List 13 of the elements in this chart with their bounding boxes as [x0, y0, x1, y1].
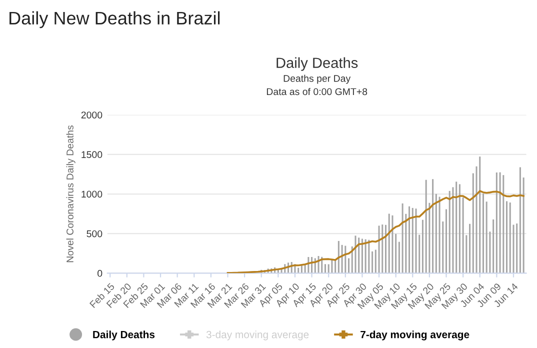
- chart-title: Daily New Deaths in Brazil: [10, 11, 220, 28]
- legend-label: 7-day moving average: [360, 330, 470, 340]
- text: Data as of 0:00 GMT+8: [266, 88, 368, 96]
- y-tick-label: 500: [86, 230, 102, 238]
- text: Deaths per Day: [284, 74, 351, 84]
- y-tick-label: 2000: [81, 112, 102, 118]
- line-series: [226, 190, 524, 274]
- y-tick-label: 1500: [82, 151, 102, 158]
- y-tick-label: 1000: [82, 190, 102, 198]
- legend-label: Daily Deaths: [93, 330, 155, 340]
- y-tick-label: 0: [98, 270, 102, 277]
- chart-subtitle: Daily Deaths: [276, 57, 358, 71]
- y-axis-title: Novel Coronavirus Daily Deaths: [66, 125, 76, 262]
